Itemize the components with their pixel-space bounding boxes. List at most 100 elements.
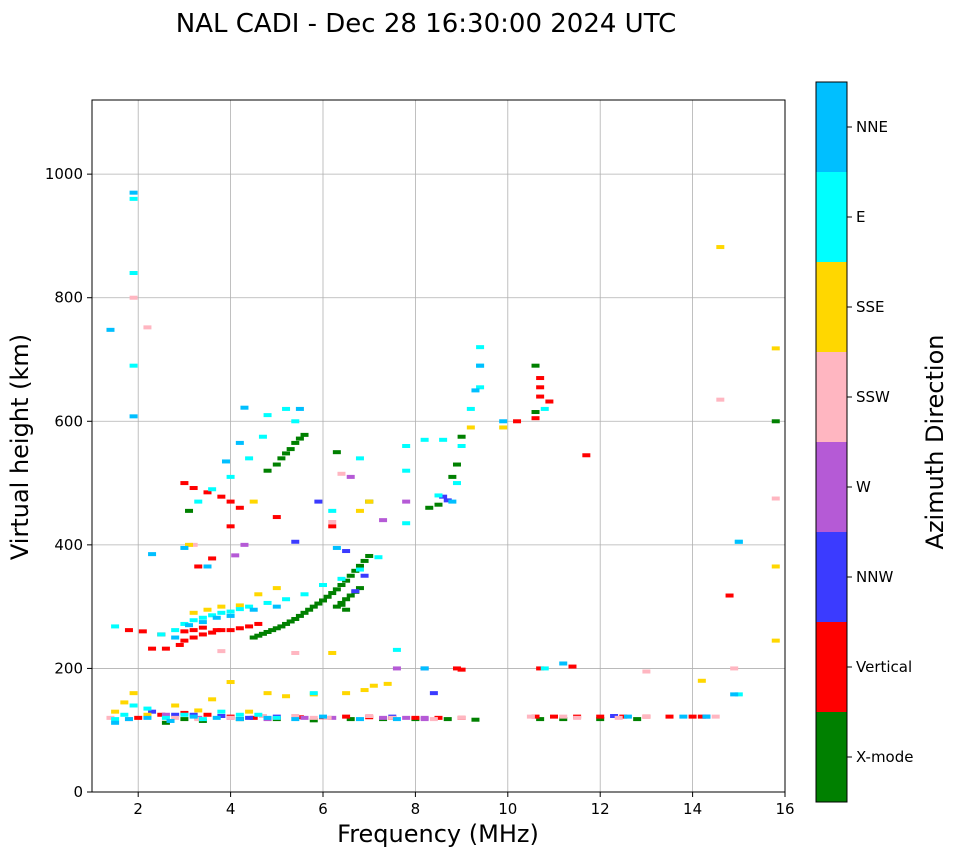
data-point [328, 519, 337, 524]
data-point [161, 712, 170, 717]
x-axis-label: Frequency (MHz) [337, 820, 539, 848]
data-point [203, 564, 212, 569]
data-point [226, 609, 235, 614]
data-point [254, 592, 263, 597]
data-point [185, 508, 194, 513]
data-point [198, 717, 207, 722]
data-point [337, 576, 346, 581]
data-point [120, 700, 129, 705]
data-point [457, 444, 466, 448]
data-point [771, 564, 780, 569]
data-point [332, 604, 341, 609]
axes: 2 4 6 8 10 12 14 16 0 200 400 600 800 1000 [45, 99, 795, 818]
data-point [129, 196, 138, 201]
data-point [286, 619, 295, 624]
data-point [402, 468, 411, 473]
plot-area [92, 100, 785, 792]
data-point [443, 717, 452, 722]
y-tick-label: 800 [54, 289, 83, 307]
data-point [305, 607, 314, 612]
data-point [258, 631, 267, 636]
data-point [129, 414, 138, 419]
data-point [568, 664, 577, 669]
data-point [120, 712, 129, 717]
data-point [536, 717, 545, 722]
data-point [365, 553, 374, 558]
data-point [240, 405, 249, 410]
data-point [771, 496, 780, 501]
data-point [143, 712, 152, 717]
data-point [513, 419, 522, 424]
data-point [295, 715, 304, 720]
data-point [180, 481, 189, 486]
data-point [355, 508, 364, 513]
data-point [217, 709, 226, 714]
data-point [157, 712, 166, 717]
data-point [355, 717, 364, 722]
x-tick-label: 4 [226, 800, 236, 818]
data-point [129, 190, 138, 195]
data-point [226, 499, 235, 504]
data-point [457, 715, 466, 720]
data-point [198, 625, 207, 630]
colorbar-segment [816, 352, 847, 442]
data-point [559, 661, 568, 666]
data-point [129, 295, 138, 300]
data-point [124, 628, 133, 633]
data-point [189, 618, 198, 623]
data-point [471, 717, 480, 722]
colorbar-tick-label: E [856, 208, 865, 226]
data-point [240, 542, 249, 547]
x-tick-label: 10 [498, 800, 517, 818]
data-point [559, 717, 568, 722]
data-point [734, 692, 743, 697]
data-point [282, 597, 291, 602]
data-point [452, 666, 461, 671]
data-point [314, 601, 323, 606]
data-point [217, 494, 226, 499]
data-point [323, 715, 332, 720]
data-point [203, 712, 212, 717]
colorbar-segment [816, 262, 847, 352]
data-point [374, 555, 383, 560]
data-point [328, 650, 337, 655]
data-point [263, 629, 272, 634]
data-point [536, 385, 545, 390]
data-point [212, 628, 221, 633]
plot-background [92, 100, 785, 792]
data-point [531, 410, 540, 415]
data-point [249, 635, 258, 640]
grid-lines [92, 100, 786, 793]
data-point [716, 245, 725, 250]
data-point [129, 271, 138, 275]
data-point [457, 434, 466, 439]
data-point [346, 474, 355, 479]
data-point [351, 568, 360, 573]
data-point [540, 666, 549, 671]
data-point [309, 691, 318, 696]
data-point [245, 456, 254, 461]
data-point [300, 592, 309, 597]
data-point [226, 524, 235, 529]
data-point [614, 715, 623, 720]
data-point [189, 542, 198, 547]
chart-title: NAL CADI - Dec 28 16:30:00 2024 UTC [176, 9, 676, 39]
data-point [180, 717, 189, 722]
data-point [531, 416, 540, 421]
data-point [623, 714, 632, 719]
data-point [249, 607, 258, 612]
data-point [291, 717, 300, 722]
y-tick-label: 1000 [45, 165, 83, 183]
data-point [235, 607, 244, 612]
data-point [291, 539, 300, 544]
data-point [166, 718, 175, 723]
colorbar-segment [816, 532, 847, 622]
data-point [610, 714, 619, 719]
colorbar-tick-label: SSW [856, 388, 890, 406]
data-point [688, 714, 697, 719]
data-point [198, 620, 207, 625]
data-point [499, 419, 508, 424]
y-tick-label: 200 [54, 659, 83, 677]
data-point [171, 635, 180, 640]
data-point [309, 604, 318, 609]
